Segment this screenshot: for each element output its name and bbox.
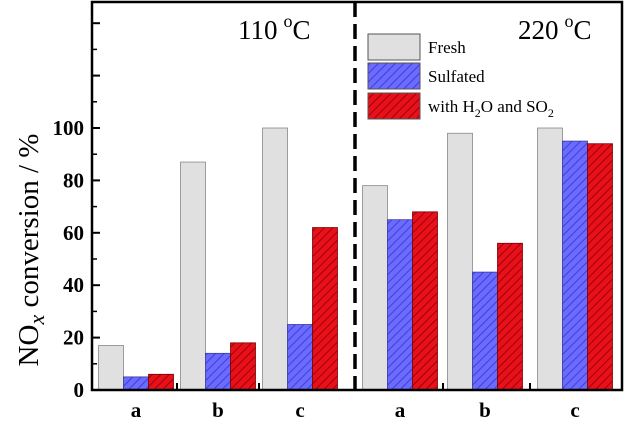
legend: Fresh Sulfated with H2O and SO2 <box>367 33 554 120</box>
bar-fresh-110-b <box>180 161 206 391</box>
bar-fresh-220-c <box>537 127 563 391</box>
legend-label-h2o-so2: with H2O and SO2 <box>428 97 554 120</box>
panel-label-220: 220 oC <box>518 11 592 45</box>
bar-sulfated-110-a <box>123 376 149 391</box>
x-category-label-110-c: c <box>295 398 304 422</box>
bar-sulfated-110-b <box>205 352 231 391</box>
bar-h2o-so2-110-c <box>312 227 338 391</box>
bar-sulfated-220-c <box>562 140 588 391</box>
y-tick-label-60: 60 <box>63 221 84 245</box>
plot-frame <box>90 0 624 392</box>
bar-sulfated-220-b <box>472 271 498 391</box>
y-tick-label-80: 80 <box>63 168 84 192</box>
bar-h2o-so2-220-c <box>587 143 613 391</box>
bar-fresh-110-a <box>98 345 124 391</box>
legend-label-fresh: Fresh <box>428 38 466 57</box>
y-tick-label-0: 0 <box>74 378 85 402</box>
bar-fresh-220-b <box>447 132 473 391</box>
legend-label-sulfated: Sulfated <box>428 67 485 86</box>
legend-swatch-fresh <box>367 33 421 61</box>
legend-swatch-h2o-so2 <box>367 92 421 120</box>
bar-h2o-so2-220-a <box>412 211 438 391</box>
y-axis-label: NOx conversion / % <box>13 134 49 367</box>
x-category-label-220-b: b <box>479 398 491 422</box>
y-tick-label-40: 40 <box>63 273 84 297</box>
y-tick-label-100: 100 <box>53 116 85 140</box>
bar-fresh-220-a <box>362 185 388 391</box>
bar-h2o-so2-220-b <box>497 242 523 391</box>
bar-h2o-so2-110-a <box>148 373 174 391</box>
x-category-label-110-b: b <box>212 398 224 422</box>
bar-fresh-110-c <box>262 127 288 391</box>
bar-sulfated-220-a <box>387 219 413 391</box>
x-category-label-110-a: a <box>131 398 142 422</box>
panel-label-110: 110 oC <box>238 11 311 45</box>
x-category-label-220-a: a <box>395 398 406 422</box>
bars-group <box>98 127 613 391</box>
y-axis-ticks: 0 20 40 60 80 100 <box>53 22 100 402</box>
x-category-label-220-c: c <box>570 398 579 422</box>
legend-swatch-sulfated <box>367 62 421 90</box>
bar-h2o-so2-110-b <box>230 342 256 391</box>
y-tick-label-20: 20 <box>63 326 84 350</box>
bar-sulfated-110-c <box>287 324 313 391</box>
